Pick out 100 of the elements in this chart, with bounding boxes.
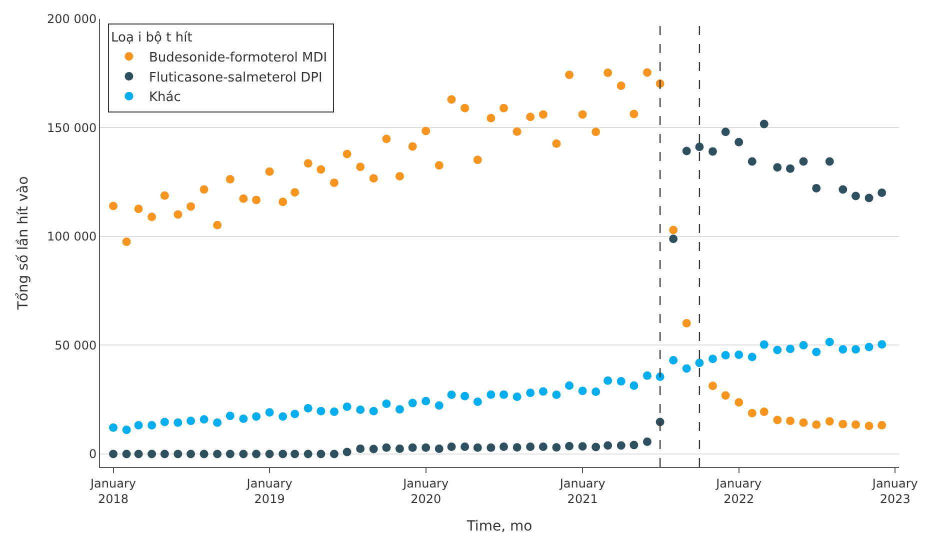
point [578, 442, 587, 451]
point [682, 319, 691, 328]
point [630, 381, 638, 390]
point [682, 364, 691, 373]
point [512, 443, 522, 452]
point [200, 450, 208, 458]
y-axis-title: Tổng số lần hít vào [14, 176, 32, 311]
point [748, 352, 756, 362]
point [695, 142, 704, 152]
point [825, 338, 834, 346]
point [200, 415, 208, 424]
point [526, 442, 535, 452]
point [878, 340, 886, 349]
point [304, 450, 312, 458]
point [526, 388, 535, 398]
point [200, 185, 208, 194]
x-tick-label: January 2018 [90, 476, 136, 506]
point [708, 354, 717, 364]
point [265, 408, 274, 417]
point [552, 443, 561, 452]
point [122, 426, 131, 434]
point [213, 450, 222, 458]
point [721, 350, 730, 360]
point [134, 204, 143, 214]
point [342, 402, 352, 412]
point [878, 188, 886, 198]
point [878, 420, 886, 430]
point [604, 68, 612, 77]
point [592, 442, 600, 452]
point [486, 114, 496, 122]
point [213, 418, 222, 427]
point [526, 112, 535, 122]
point [565, 381, 574, 390]
point [773, 163, 782, 172]
point [134, 450, 143, 458]
point [186, 202, 196, 211]
point [630, 110, 638, 118]
point [616, 377, 626, 386]
point [186, 450, 196, 458]
point [604, 441, 612, 450]
point [356, 162, 365, 172]
point [812, 420, 821, 429]
point [252, 196, 261, 204]
point [578, 386, 587, 396]
point [825, 157, 834, 166]
point [473, 443, 482, 452]
point [734, 398, 744, 407]
x-tick-label: January 2020 [402, 476, 449, 506]
y-tick-label: 0 [88, 447, 97, 462]
point [278, 412, 288, 421]
point [239, 414, 248, 423]
point [316, 406, 326, 416]
point [316, 165, 326, 174]
point [395, 444, 404, 453]
point [122, 237, 131, 246]
point [786, 416, 794, 426]
point [760, 340, 768, 349]
point [356, 406, 365, 414]
point [460, 392, 470, 400]
point [642, 438, 652, 446]
legend-label: Budesonide-formoterol MDI [148, 50, 328, 66]
point [290, 188, 300, 197]
point [408, 142, 417, 151]
point [265, 167, 274, 176]
point [669, 356, 678, 364]
x-tick-label: January 2022 [715, 476, 762, 506]
point [838, 345, 848, 354]
point [174, 210, 182, 219]
point [512, 127, 522, 136]
point [708, 147, 717, 156]
point [538, 110, 548, 119]
point [160, 191, 169, 200]
point [721, 128, 730, 136]
y-tick-label: 200 000 [46, 12, 97, 26]
point [226, 450, 234, 458]
point [252, 450, 261, 458]
point [565, 70, 574, 80]
point [748, 157, 756, 166]
point [174, 450, 182, 458]
point [721, 391, 730, 400]
point [642, 371, 652, 380]
legend-title: Loạ i bộ t hít [110, 30, 192, 46]
point [799, 418, 808, 427]
point [290, 410, 300, 418]
point [160, 418, 169, 426]
point [864, 194, 874, 202]
point [734, 138, 744, 146]
point [408, 398, 417, 408]
point [486, 390, 496, 399]
point [592, 128, 600, 136]
point [669, 234, 678, 244]
point [213, 220, 222, 230]
point [864, 422, 874, 430]
point [616, 441, 626, 450]
point [148, 450, 156, 458]
point [630, 440, 638, 450]
point [422, 443, 430, 452]
point [734, 350, 744, 360]
point [278, 198, 288, 206]
point [408, 443, 417, 452]
